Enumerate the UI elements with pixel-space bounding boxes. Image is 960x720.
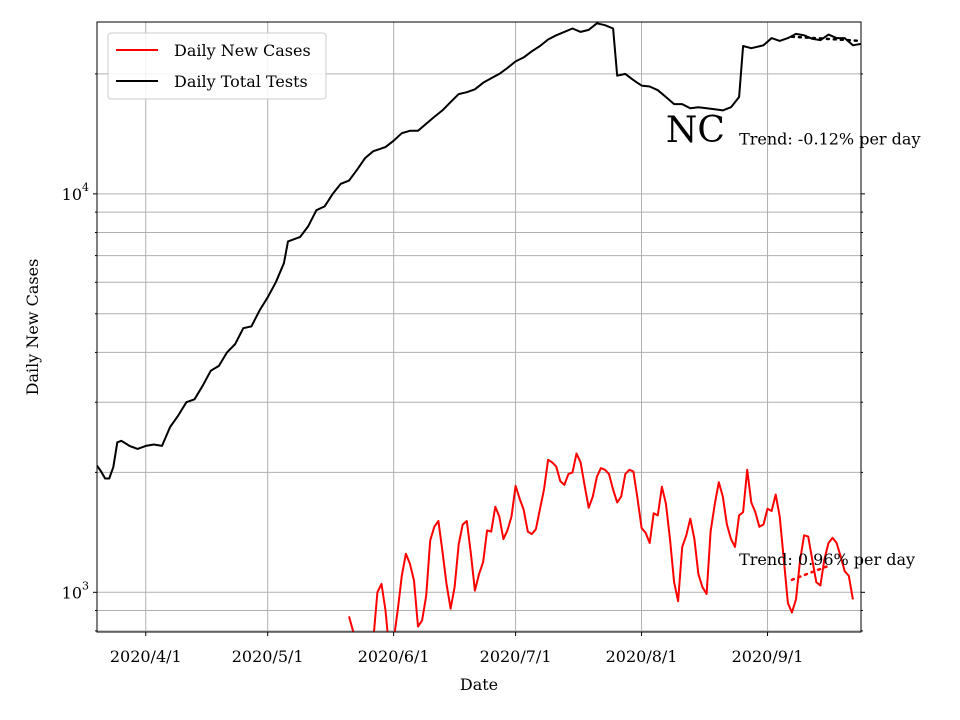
y-tick-label: 104: [62, 181, 89, 204]
series-line-0: [348, 452, 854, 632]
plot-frame: [96, 21, 862, 633]
legend: Daily New Cases Daily Total Tests: [107, 32, 327, 100]
legend-label-0: Daily New Cases: [174, 41, 311, 60]
grid: [97, 22, 861, 632]
y-tick-exponent: 4: [82, 181, 89, 194]
x-tick-label: 2020/4/1: [110, 647, 182, 666]
series-layer: [97, 22, 861, 632]
x-tick-label: 2020/7/1: [480, 647, 552, 666]
x-tick-label: 2020/5/1: [232, 647, 304, 666]
y-tick-base: 10: [62, 583, 82, 602]
annotations: Trend: 0.96% per day Trend: -0.12% per da…: [666, 110, 921, 569]
series-line-1: [97, 22, 861, 480]
trendline-1: [790, 35, 861, 43]
axis-ticks: 2020/4/1 2020/5/1 2020/6/1 2020/7/1 2020/8/1…: [62, 73, 865, 666]
x-tick-label: 2020/8/1: [606, 647, 678, 666]
state-label: NC: [666, 110, 725, 151]
trendline-0: [790, 564, 830, 582]
x-tick-label: 2020/9/1: [732, 647, 804, 666]
legend-label-1: Daily Total Tests: [174, 72, 308, 91]
trend-label-0: Trend: 0.96% per day: [739, 550, 915, 569]
y-tick-exponent: 3: [82, 579, 89, 592]
x-axis-title: Date: [460, 675, 498, 694]
trend-label-1: Trend: -0.12% per day: [739, 130, 920, 149]
x-tick-label: 2020/6/1: [358, 647, 430, 666]
y-axis-title: Daily New Cases: [23, 259, 42, 396]
y-tick-label: 103: [62, 579, 89, 602]
legend-box: [107, 32, 327, 100]
y-tick-base: 10: [62, 185, 82, 204]
